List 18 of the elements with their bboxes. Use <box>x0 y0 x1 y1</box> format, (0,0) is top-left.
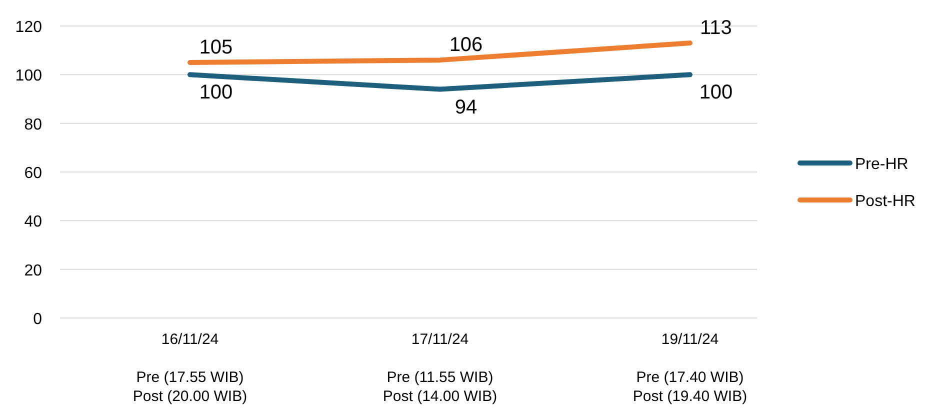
y-tick-label: 80 <box>24 116 42 134</box>
y-tick-label: 100 <box>15 68 42 85</box>
data-label: 105 <box>199 36 233 58</box>
category-label: 17/11/24 Pre (11.55 WIB) Post (14.00 WIB) <box>382 331 498 405</box>
category-label: 16/11/24 Pre (17.55 WIB) Post (20.00 WIB) <box>132 331 248 405</box>
y-tick-label: 0 <box>33 311 42 328</box>
legend-label: Pre-HR <box>855 156 908 173</box>
y-tick-label: 20 <box>24 262 42 280</box>
data-label: 106 <box>449 34 483 56</box>
category-label: 19/11/24 Pre (17.40 WIB) Post (19.40 WIB) <box>632 331 748 405</box>
data-label: 94 <box>454 96 478 118</box>
data-label: 100 <box>699 82 733 104</box>
data-label: 100 <box>199 82 233 104</box>
y-tick-label: 40 <box>24 214 42 231</box>
y-tick-label: 60 <box>24 165 42 182</box>
data-label: 113 <box>700 17 732 40</box>
legend-label: Post-HR <box>855 193 916 210</box>
y-tick-label: 120 <box>15 19 42 36</box>
